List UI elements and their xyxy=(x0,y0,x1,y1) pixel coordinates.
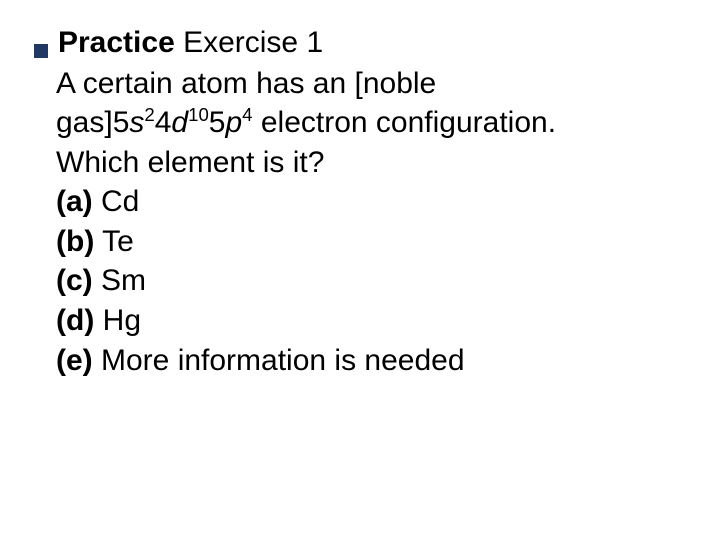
option-e-text: More information is needed xyxy=(93,344,465,377)
option-b: (b) Te xyxy=(56,222,680,262)
slide-content: Practice Exercise 1 A certain atom has a… xyxy=(0,0,720,540)
config-suffix: electron configuration. xyxy=(253,106,557,139)
option-c: (c) Sm xyxy=(56,261,680,301)
title-rest-part: Exercise 1 xyxy=(175,26,323,59)
orbital-s: s xyxy=(129,106,144,139)
option-d-text: Hg xyxy=(94,304,141,337)
option-a: (a) Cd xyxy=(56,182,680,222)
orbital-p-shell: 5 xyxy=(209,106,226,139)
option-b-label: (b) xyxy=(56,225,94,258)
option-e: (e) More information is needed xyxy=(56,341,680,381)
square-bullet-icon xyxy=(34,44,48,58)
option-d-label: (d) xyxy=(56,304,94,337)
exercise-title: Practice Exercise 1 xyxy=(58,24,323,62)
orbital-d-shell: 4 xyxy=(155,106,172,139)
option-b-text: Te xyxy=(94,225,133,258)
question-line1: A certain atom has an [noble xyxy=(56,67,436,100)
title-row: Practice Exercise 1 xyxy=(34,24,680,62)
option-e-label: (e) xyxy=(56,344,93,377)
orbital-d-exp: 10 xyxy=(188,104,209,125)
question-text: A certain atom has an [noble gas]5s24d10… xyxy=(56,64,680,183)
config-prefix: gas]5 xyxy=(56,106,129,139)
orbital-p-exp: 4 xyxy=(242,104,252,125)
option-c-label: (c) xyxy=(56,264,93,297)
title-bold-part: Practice xyxy=(58,26,175,59)
question-line3: Which element is it? xyxy=(56,146,324,179)
option-c-text: Sm xyxy=(93,264,146,297)
orbital-d: d xyxy=(171,106,188,139)
orbital-p: p xyxy=(225,106,242,139)
option-a-label: (a) xyxy=(56,185,93,218)
orbital-s-exp: 2 xyxy=(144,104,154,125)
option-a-text: Cd xyxy=(93,185,140,218)
option-d: (d) Hg xyxy=(56,301,680,341)
